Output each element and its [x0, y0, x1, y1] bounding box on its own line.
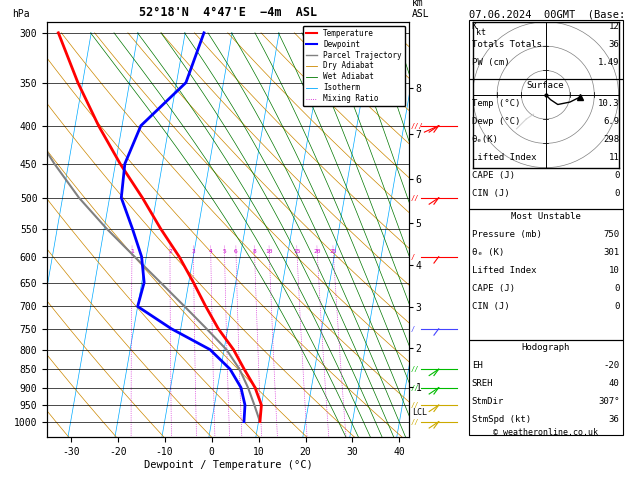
- Text: EH: EH: [472, 361, 482, 370]
- Text: 52°18'N  4°47'E  −4m  ASL: 52°18'N 4°47'E −4m ASL: [139, 6, 317, 19]
- Text: 1.49: 1.49: [598, 58, 620, 68]
- Text: kt: kt: [476, 28, 486, 37]
- Text: StmSpd (kt): StmSpd (kt): [472, 415, 531, 424]
- Text: 3: 3: [192, 249, 196, 254]
- Text: -20: -20: [603, 361, 620, 370]
- Text: Lifted Index: Lifted Index: [472, 266, 537, 275]
- Text: 307°: 307°: [598, 397, 620, 406]
- Text: 40: 40: [609, 379, 620, 388]
- Text: 36: 36: [609, 40, 620, 50]
- Text: Totals Totals: Totals Totals: [472, 40, 542, 50]
- Text: CIN (J): CIN (J): [472, 302, 509, 311]
- Text: /: /: [410, 254, 415, 260]
- Text: km
ASL: km ASL: [412, 0, 430, 19]
- Text: Lifted Index: Lifted Index: [472, 153, 537, 162]
- X-axis label: Dewpoint / Temperature (°C): Dewpoint / Temperature (°C): [143, 460, 313, 470]
- Text: 0: 0: [614, 284, 620, 293]
- Text: 8: 8: [253, 249, 257, 254]
- Text: 6.9: 6.9: [603, 117, 620, 126]
- Text: 0: 0: [614, 189, 620, 198]
- Text: 6: 6: [234, 249, 238, 254]
- Text: 10.3: 10.3: [598, 99, 620, 108]
- Text: 36: 36: [609, 415, 620, 424]
- Text: 5: 5: [223, 249, 226, 254]
- Text: θₑ(K): θₑ(K): [472, 135, 499, 144]
- Text: SREH: SREH: [472, 379, 493, 388]
- Text: Dewp (°C): Dewp (°C): [472, 117, 520, 126]
- Text: 12: 12: [609, 22, 620, 32]
- Text: 25: 25: [330, 249, 337, 254]
- Text: CAPE (J): CAPE (J): [472, 171, 515, 180]
- Text: 10: 10: [609, 266, 620, 275]
- Text: StmDir: StmDir: [472, 397, 504, 406]
- Text: 0: 0: [614, 302, 620, 311]
- Legend: Temperature, Dewpoint, Parcel Trajectory, Dry Adiabat, Wet Adiabat, Isotherm, Mi: Temperature, Dewpoint, Parcel Trajectory…: [303, 26, 405, 106]
- Text: ///: ///: [410, 123, 423, 129]
- Text: θₑ (K): θₑ (K): [472, 248, 504, 257]
- Text: hPa: hPa: [13, 9, 30, 19]
- Text: 301: 301: [603, 248, 620, 257]
- Text: //: //: [410, 402, 419, 408]
- Text: 15: 15: [293, 249, 301, 254]
- Text: 10: 10: [265, 249, 273, 254]
- Text: 07.06.2024  00GMT  (Base: 00): 07.06.2024 00GMT (Base: 00): [469, 9, 629, 19]
- Text: Most Unstable: Most Unstable: [511, 212, 581, 221]
- Text: Surface: Surface: [527, 81, 564, 90]
- Text: Temp (°C): Temp (°C): [472, 99, 520, 108]
- Text: //: //: [410, 384, 419, 391]
- Text: //: //: [410, 195, 419, 201]
- Text: 11: 11: [609, 153, 620, 162]
- Text: 750: 750: [603, 230, 620, 239]
- Text: 298: 298: [603, 135, 620, 144]
- Text: CAPE (J): CAPE (J): [472, 284, 515, 293]
- Text: 20: 20: [313, 249, 321, 254]
- Text: /: /: [410, 326, 415, 332]
- Text: //: //: [410, 366, 419, 372]
- Text: LCL: LCL: [413, 408, 428, 417]
- Text: 2: 2: [168, 249, 172, 254]
- Text: 0: 0: [614, 171, 620, 180]
- Text: Hodograph: Hodograph: [521, 343, 570, 352]
- Text: © weatheronline.co.uk: © weatheronline.co.uk: [493, 428, 598, 437]
- Text: 4: 4: [209, 249, 213, 254]
- Text: CIN (J): CIN (J): [472, 189, 509, 198]
- Text: PW (cm): PW (cm): [472, 58, 509, 68]
- Text: K: K: [472, 22, 477, 32]
- Text: //: //: [410, 418, 419, 425]
- Text: Pressure (mb): Pressure (mb): [472, 230, 542, 239]
- Text: 1: 1: [130, 249, 134, 254]
